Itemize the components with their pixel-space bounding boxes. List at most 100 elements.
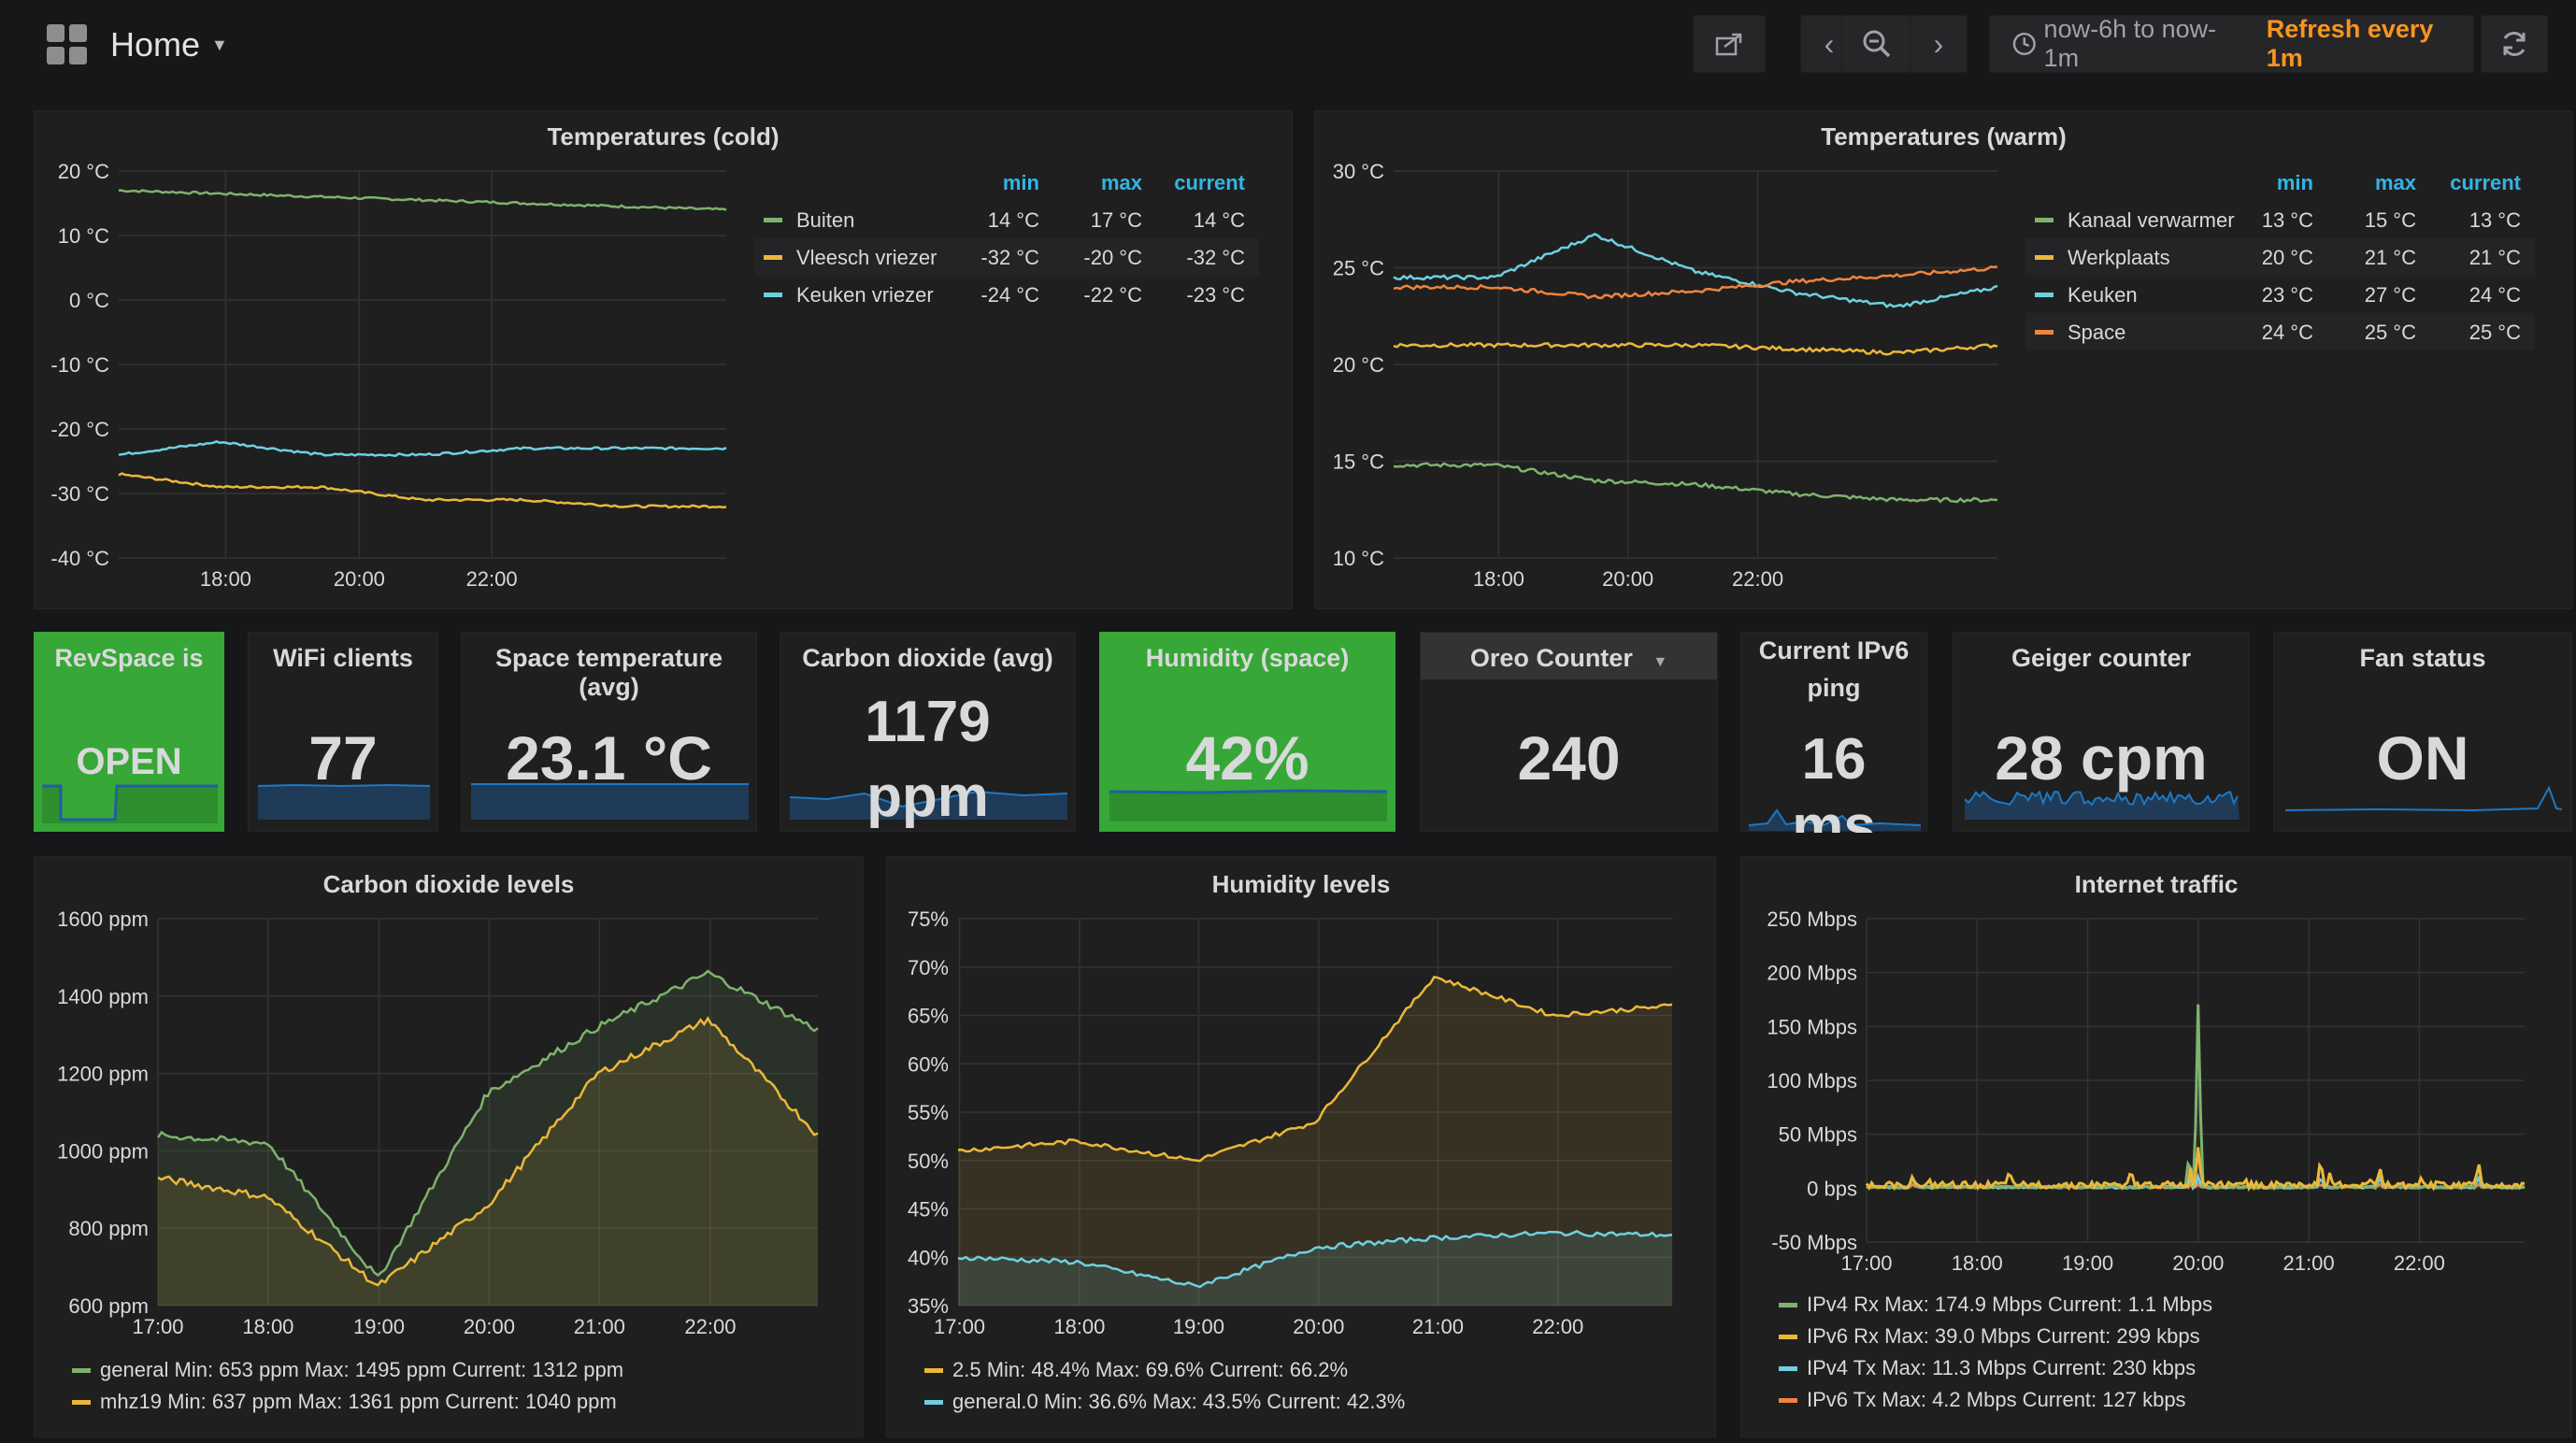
panel-menu-header[interactable] — [1421, 633, 1717, 679]
stat-space-temperature[interactable]: Space temperature (avg) 23.1 °C — [461, 632, 757, 832]
legend-item: IPv4 Rx Max: 174.9 Mbps Current: 1.1 Mbp… — [1807, 1293, 2212, 1316]
stat-title-line2: ping — [1807, 674, 1861, 702]
series-line — [1393, 232, 1998, 308]
refresh-button[interactable] — [2481, 15, 2548, 73]
stat-ipv6-ping[interactable]: Current IPv6 ping 16 ms — [1740, 632, 1927, 833]
y-tick-label: 0 bps — [1807, 1177, 1857, 1200]
x-tick-label: 22:00 — [1732, 567, 1783, 591]
dashboard-title-dropdown[interactable]: Home ▼ — [110, 24, 228, 65]
panel-temperatures-warm[interactable]: Temperatures (warm) 30 °C 25 °C 20 °C 15 °C… — [1314, 110, 2573, 609]
legend-min: 13 °C — [2262, 208, 2313, 232]
legend-header-min: min — [2277, 171, 2313, 194]
series-area — [958, 1231, 1672, 1306]
series-line — [1393, 265, 1998, 300]
legend-min: -32 °C — [980, 246, 1039, 269]
stat-title: Humidity (space) — [1145, 644, 1350, 672]
legend-swatch — [2035, 255, 2054, 260]
stat-wifi-clients[interactable]: WiFi clients 77 — [248, 632, 438, 832]
y-tick-label: -20 °C — [50, 418, 109, 441]
stat-fan-status[interactable]: Fan status ON — [2273, 632, 2572, 832]
stat-oreo-counter[interactable]: Oreo Counter ▼ 240 — [1420, 632, 1718, 832]
legend-item: general.0 Min: 36.6% Max: 43.5% Current:… — [952, 1390, 1405, 1413]
stat-value: OPEN — [76, 741, 182, 782]
y-tick-label: 1600 ppm — [57, 907, 149, 931]
legend-swatch — [764, 218, 782, 222]
panel-temperatures-cold[interactable]: Temperatures (cold) 20 °C 10 °C 0 °C -10 °C… — [34, 110, 1293, 609]
stat-value: 77 — [308, 723, 378, 793]
share-button[interactable] — [1693, 15, 1766, 73]
legend-max: 27 °C — [2365, 283, 2416, 307]
legend-item: IPv4 Tx Max: 11.3 Mbps Current: 230 kbps — [1807, 1356, 2196, 1379]
stat-sparkline — [1965, 790, 2240, 820]
y-tick-label: 20 °C — [1333, 353, 1384, 377]
legend-max: 17 °C — [1091, 208, 1142, 232]
legend-swatch — [764, 293, 782, 297]
x-tick-label: 22:00 — [466, 567, 518, 591]
legend-max: 25 °C — [2365, 321, 2416, 344]
legend-header-max: max — [2375, 171, 2417, 194]
legend-series-name: Werkplaats — [2068, 246, 2170, 269]
y-tick-label: 800 ppm — [68, 1217, 149, 1240]
time-range-label: now-6h to now-1m — [2043, 15, 2217, 72]
refresh-interval-label: Refresh every 1m — [2266, 15, 2434, 72]
x-tick-label: 20:00 — [464, 1315, 515, 1338]
series-line — [1393, 462, 1998, 504]
stat-value: 240 — [1517, 723, 1621, 793]
x-tick-label: 22:00 — [684, 1315, 736, 1338]
y-tick-label: 75% — [908, 907, 949, 931]
stat-unit: ppm — [866, 764, 989, 829]
legend-min: 23 °C — [2262, 283, 2313, 307]
legend-current: -23 °C — [1186, 283, 1245, 307]
dashboard-title: Home — [110, 25, 201, 64]
x-tick-label: 18:00 — [200, 567, 251, 591]
y-tick-label: 20 °C — [58, 160, 109, 183]
x-tick-label: 18:00 — [1473, 567, 1524, 591]
panel-title: Temperatures (warm) — [1821, 122, 2067, 150]
stat-carbon-dioxide[interactable]: Carbon dioxide (avg) 1179 ppm — [780, 632, 1076, 832]
stat-sparkline — [1749, 808, 1921, 831]
legend-swatch — [1779, 1335, 1797, 1339]
legend-current: 24 °C — [2469, 283, 2521, 307]
zoom-out-icon — [1863, 30, 1891, 58]
panel-internet-traffic[interactable]: Internet traffic 250 Mbps 200 Mbps 150 Mbp… — [1740, 856, 2572, 1437]
legend-max: 15 °C — [2365, 208, 2416, 232]
stat-geiger-counter[interactable]: Geiger counter 28 cpm — [1953, 632, 2250, 832]
x-tick-label: 20:00 — [1602, 567, 1653, 591]
zoom-out-button[interactable] — [1841, 15, 1912, 73]
time-picker-button[interactable]: now-6h to now-1m Refresh every 1m — [1989, 15, 2474, 73]
legend-item: general Min: 653 ppm Max: 1495 ppm Curre… — [100, 1358, 623, 1381]
legend-header-min: min — [1003, 171, 1039, 194]
panel-title: Humidity levels — [1211, 870, 1391, 898]
legend-item: 2.5 Min: 48.4% Max: 69.6% Current: 66.2% — [952, 1358, 1348, 1381]
y-tick-label: -30 °C — [50, 482, 109, 506]
dashboard-grid-icon[interactable] — [47, 24, 88, 65]
stat-value: 1179 — [865, 690, 991, 754]
panel-humidity-levels[interactable]: Humidity levels 75% 70% 65% 60% 55% 50% 45% 40%… — [886, 856, 1716, 1437]
stat-revspace-open[interactable]: RevSpace is OPEN — [34, 632, 224, 832]
stat-humidity-space[interactable]: Humidity (space) 42% — [1099, 632, 1395, 832]
traffic-graph: 250 Mbps 200 Mbps 150 Mbps 100 Mbps 50 Mbps 0… — [1767, 907, 2526, 1411]
series-line — [119, 189, 727, 211]
y-tick-label: 35% — [908, 1294, 949, 1318]
legend-item: mhz19 Min: 637 ppm Max: 1361 ppm Current… — [100, 1390, 617, 1413]
y-tick-label: 45% — [908, 1198, 949, 1222]
caret-down-icon: ▼ — [1653, 654, 1668, 670]
y-tick-label: 30 °C — [1333, 160, 1384, 183]
stat-title: Oreo Counter ▼ — [1469, 644, 1668, 672]
series-area — [158, 971, 818, 1306]
share-icon — [1715, 33, 1742, 56]
warm-temperature-graph: 30 °C 25 °C 20 °C 15 °C 10 °C 18:00 20:00 22:00… — [1333, 160, 2535, 591]
time-forward-button[interactable]: › — [1910, 15, 1968, 73]
refresh-icon — [2503, 32, 2526, 56]
y-tick-label: -40 °C — [50, 547, 109, 570]
y-tick-label: 250 Mbps — [1767, 907, 1857, 931]
panel-title: Temperatures (cold) — [547, 122, 780, 150]
x-tick-label: 18:00 — [242, 1315, 293, 1338]
humidity-graph: 75% 70% 65% 60% 55% 50% 45% 40% 35%17:00 18:00 19:… — [908, 907, 1673, 1413]
stat-sparkline — [2285, 785, 2562, 812]
legend-header-max: max — [1101, 171, 1143, 194]
x-tick-label: 20:00 — [1293, 1315, 1344, 1338]
panel-carbon-dioxide-levels[interactable]: Carbon dioxide levels 1600 ppm 1400 ppm 12… — [34, 856, 864, 1437]
x-tick-label: 18:00 — [1952, 1251, 2003, 1275]
stat-sparkline — [42, 784, 218, 823]
